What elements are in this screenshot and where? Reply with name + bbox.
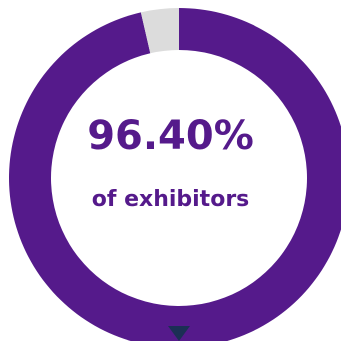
bottom-pointer-marker bbox=[168, 326, 190, 341]
donut-slice-exhibitors bbox=[9, 8, 341, 341]
percentage-caption: of exhibitors bbox=[91, 187, 250, 212]
percentage-value: 96.40% bbox=[87, 113, 254, 159]
donut-slices bbox=[9, 8, 341, 341]
donut-slice-other bbox=[140, 8, 179, 54]
